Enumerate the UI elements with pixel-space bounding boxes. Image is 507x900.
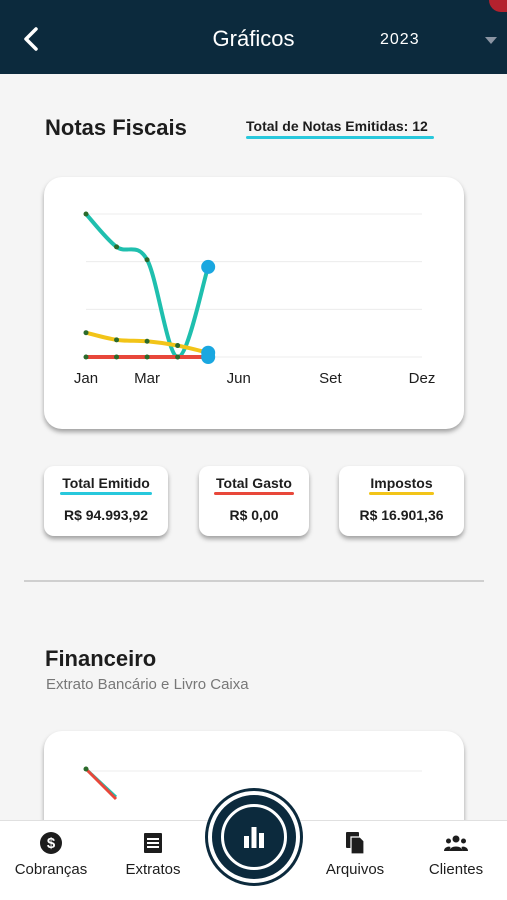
- nav-item-clientes[interactable]: Clientes: [413, 831, 499, 891]
- fab-ring: [221, 804, 287, 870]
- chart-data-point: [175, 354, 181, 360]
- total-notas-underline: [246, 136, 434, 139]
- total-gasto-value: R$ 0,00: [229, 507, 279, 523]
- financeiro-series-line: [84, 767, 118, 801]
- total-gasto-card[interactable]: Total Gasto R$ 0,00: [199, 466, 309, 536]
- financeiro-chart: [83, 766, 422, 801]
- total-gasto-underline: [214, 492, 294, 495]
- corner-accent: [489, 0, 507, 12]
- nav-label-cobrancas: Cobranças: [14, 861, 88, 878]
- chevron-left-icon: [24, 27, 38, 51]
- total-emitido-underline: [60, 492, 152, 495]
- bar-chart-icon: [244, 827, 264, 848]
- impostos-value: R$ 16.901,36: [359, 507, 444, 523]
- dollar-circle-icon: $: [40, 832, 62, 854]
- year-value: 2023: [380, 31, 420, 48]
- chart-x-tick-label: Jan: [74, 370, 98, 387]
- year-select[interactable]: 2023: [376, 28, 500, 54]
- receipt-icon: [144, 833, 162, 853]
- total-emitido-label: Total Emitido: [62, 475, 150, 491]
- chart-x-tick-label: Dez: [409, 370, 436, 387]
- chart-data-point: [83, 330, 89, 336]
- chart-data-point: [83, 211, 89, 217]
- back-button[interactable]: [18, 22, 46, 56]
- chart-last-point: [201, 259, 216, 274]
- total-notas-emitidas[interactable]: Total de Notas Emitidas: 12: [246, 118, 428, 134]
- page-title: Gráficos: [212, 26, 295, 51]
- chart-data-point: [175, 343, 181, 349]
- files-icon: [346, 832, 365, 855]
- group-icon: [444, 835, 468, 851]
- chart-x-tick-label: Jun: [227, 370, 251, 387]
- financeiro-data-point: [83, 766, 89, 772]
- total-emitido-value: R$ 94.993,92: [63, 507, 149, 523]
- notas-fiscais-chart: Jan Mar Jun Set Dez: [74, 211, 436, 387]
- nav-item-arquivos[interactable]: Arquivos: [312, 831, 398, 891]
- chart-data-point: [114, 354, 120, 360]
- chart-last-point: [201, 350, 216, 364]
- nav-label-clientes: Clientes: [428, 861, 484, 878]
- section-divider: [24, 580, 484, 582]
- chart-series-line: [84, 212, 211, 359]
- chart-x-tick-label: Mar: [134, 370, 160, 387]
- impostos-underline: [369, 492, 434, 495]
- chart-data-point: [83, 354, 89, 360]
- caret-down-icon: [485, 37, 497, 44]
- svg-text:$: $: [47, 835, 56, 852]
- charts-fab-button[interactable]: [208, 791, 300, 883]
- total-gasto-label: Total Gasto: [216, 475, 292, 491]
- nav-label-arquivos: Arquivos: [325, 861, 385, 878]
- nav-item-cobrancas[interactable]: $ Cobranças: [5, 831, 97, 891]
- nav-item-extratos[interactable]: Extratos: [110, 831, 196, 891]
- chart-data-point: [144, 354, 150, 360]
- app-header: Gráficos 2023: [0, 0, 507, 74]
- financeiro-title: Financeiro: [45, 646, 157, 671]
- notas-fiscais-title: Notas Fiscais: [45, 115, 187, 140]
- financeiro-subtitle: Extrato Bancário e Livro Caixa: [46, 676, 249, 693]
- chart-data-point: [144, 338, 150, 344]
- chart-data-point: [144, 257, 150, 263]
- chart-data-point: [114, 337, 120, 343]
- chart-x-tick-label: Set: [319, 370, 342, 387]
- nav-label-extratos: Extratos: [125, 861, 181, 878]
- impostos-label: Impostos: [370, 475, 433, 491]
- impostos-card[interactable]: Impostos R$ 16.901,36: [339, 466, 464, 536]
- total-emitido-card[interactable]: Total Emitido R$ 94.993,92: [44, 466, 168, 536]
- chart-data-point: [114, 244, 120, 250]
- notas-chart-card: Jan Mar Jun Set Dez: [44, 177, 464, 429]
